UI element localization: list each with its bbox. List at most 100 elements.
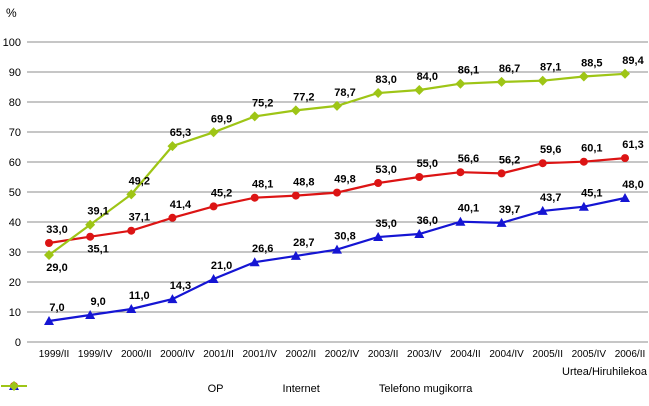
circle-marker-icon bbox=[168, 213, 177, 222]
x-tick-label: 2002/IV bbox=[325, 349, 360, 360]
data-label: 60,1 bbox=[581, 143, 602, 155]
data-label: 88,5 bbox=[581, 58, 602, 70]
legend: OP Internet Telefono mugikorra bbox=[0, 380, 649, 398]
x-axis-title: Urtea/Hiruhilekoa bbox=[562, 366, 647, 378]
y-tick-label: 10 bbox=[9, 307, 21, 319]
triangle-marker-icon bbox=[578, 201, 589, 211]
diamond-marker-icon bbox=[414, 85, 425, 95]
circle-marker-icon bbox=[250, 193, 259, 202]
circle-marker-icon bbox=[332, 188, 341, 197]
internet-line-marker-icon bbox=[1, 381, 280, 395]
diamond-marker-icon bbox=[331, 100, 342, 111]
triangle-marker-icon bbox=[537, 205, 548, 215]
data-label: 36,0 bbox=[417, 215, 438, 227]
data-label: 53,0 bbox=[375, 164, 396, 176]
data-label: 77,2 bbox=[293, 91, 314, 103]
diamond-marker-icon bbox=[44, 250, 54, 260]
diamond-marker-icon bbox=[167, 141, 178, 152]
data-label: 37,1 bbox=[129, 212, 150, 224]
circle-marker-icon bbox=[456, 168, 465, 177]
diamond-marker-icon bbox=[578, 71, 589, 82]
data-label: 21,0 bbox=[211, 260, 232, 272]
data-label: 41,4 bbox=[170, 199, 192, 211]
legend-item-internet: Internet bbox=[1, 381, 320, 395]
data-label: 35,0 bbox=[375, 218, 396, 230]
x-tick-label: 2002/II bbox=[286, 349, 317, 360]
circle-marker-icon bbox=[415, 173, 424, 181]
diamond-marker-icon bbox=[208, 127, 219, 138]
x-tick-label: 2004/IV bbox=[489, 349, 524, 360]
triangle-marker-icon bbox=[619, 193, 630, 202]
triangle-marker-icon bbox=[331, 244, 342, 254]
data-label: 40,1 bbox=[458, 203, 479, 215]
data-label: 7,0 bbox=[49, 302, 64, 314]
diamond-marker-icon bbox=[619, 68, 630, 79]
x-tick-label: 2000/IV bbox=[160, 349, 195, 360]
diamond-marker-icon bbox=[290, 105, 301, 116]
data-label: 84,0 bbox=[417, 71, 438, 83]
x-tick-label: 2006/II bbox=[615, 349, 646, 360]
data-label: 69,9 bbox=[211, 113, 232, 125]
data-label: 39,7 bbox=[499, 204, 520, 216]
diamond-marker-icon bbox=[537, 75, 548, 86]
x-tick-label: 2004/II bbox=[450, 349, 481, 360]
x-tick-label: 2000/II bbox=[121, 349, 152, 360]
series-telefono-mugikorra bbox=[44, 68, 630, 260]
triangle-marker-icon bbox=[455, 216, 466, 226]
circle-marker-icon bbox=[86, 232, 95, 241]
y-tick-label: 20 bbox=[9, 277, 21, 289]
data-label: 48,0 bbox=[622, 179, 643, 191]
data-labels-telefono-mugikorra: 29,0 39,1 49,2 65,3 69,9 75,2 77,2 78,7 83,0 84,0… bbox=[46, 55, 644, 274]
legend-label-internet: Internet bbox=[282, 383, 320, 395]
triangle-marker-icon bbox=[290, 250, 301, 260]
triangle-marker-icon bbox=[249, 257, 260, 267]
y-axis-tick-labels: 0 10 20 30 40 50 60 70 80 90 100 bbox=[3, 37, 21, 349]
circle-marker-icon bbox=[538, 159, 547, 168]
data-label: 26,6 bbox=[252, 243, 273, 255]
data-label: 86,1 bbox=[458, 65, 479, 77]
data-labels-op: 33,0 35,1 37,1 41,4 45,2 48,1 48,8 49,8 53,0 55,0… bbox=[46, 139, 643, 256]
data-label: 45,2 bbox=[211, 187, 232, 199]
x-tick-label: 2001/IV bbox=[242, 349, 277, 360]
legend-item-op: OP bbox=[1, 382, 224, 395]
data-label: 89,4 bbox=[622, 55, 644, 67]
data-label: 56,6 bbox=[458, 153, 479, 165]
y-tick-label: 0 bbox=[15, 337, 21, 349]
data-label: 59,6 bbox=[540, 144, 561, 156]
diamond-marker-icon bbox=[85, 219, 96, 230]
data-label: 49,8 bbox=[334, 174, 355, 186]
triangle-marker-icon bbox=[85, 310, 96, 319]
series-op bbox=[45, 154, 629, 247]
circle-marker-icon bbox=[620, 154, 629, 163]
data-label: 29,0 bbox=[46, 262, 67, 274]
triangle-marker-icon bbox=[126, 304, 137, 313]
legend-label-op: OP bbox=[207, 383, 224, 395]
y-axis-unit-label: % bbox=[6, 6, 17, 20]
diamond-marker-icon bbox=[126, 189, 137, 200]
x-tick-label: 2001/II bbox=[203, 349, 234, 360]
diamond-marker-icon bbox=[455, 78, 466, 89]
data-label: 35,1 bbox=[87, 244, 108, 256]
y-tick-label: 80 bbox=[9, 97, 21, 109]
data-label: 39,1 bbox=[87, 206, 108, 218]
y-tick-label: 50 bbox=[9, 187, 21, 199]
data-label: 55,0 bbox=[417, 158, 438, 170]
x-tick-label: 1999/II bbox=[39, 349, 70, 360]
diamond-marker-icon bbox=[373, 88, 384, 98]
data-label: 78,7 bbox=[334, 87, 355, 99]
triangle-marker-icon bbox=[44, 316, 54, 325]
triangle-marker-icon bbox=[496, 217, 507, 227]
circle-marker-icon bbox=[579, 157, 588, 166]
data-label: 33,0 bbox=[46, 224, 67, 236]
y-tick-label: 70 bbox=[9, 127, 21, 139]
triangle-marker-icon bbox=[167, 294, 178, 304]
triangle-marker-icon bbox=[208, 274, 219, 283]
data-label: 30,8 bbox=[334, 231, 355, 243]
data-label: 61,3 bbox=[622, 139, 643, 151]
op-line-marker-icon bbox=[1, 382, 205, 395]
x-tick-label: 2003/II bbox=[368, 349, 399, 360]
circle-marker-icon bbox=[497, 169, 506, 178]
diamond-marker-icon bbox=[249, 111, 260, 122]
circle-marker-icon bbox=[291, 191, 300, 200]
